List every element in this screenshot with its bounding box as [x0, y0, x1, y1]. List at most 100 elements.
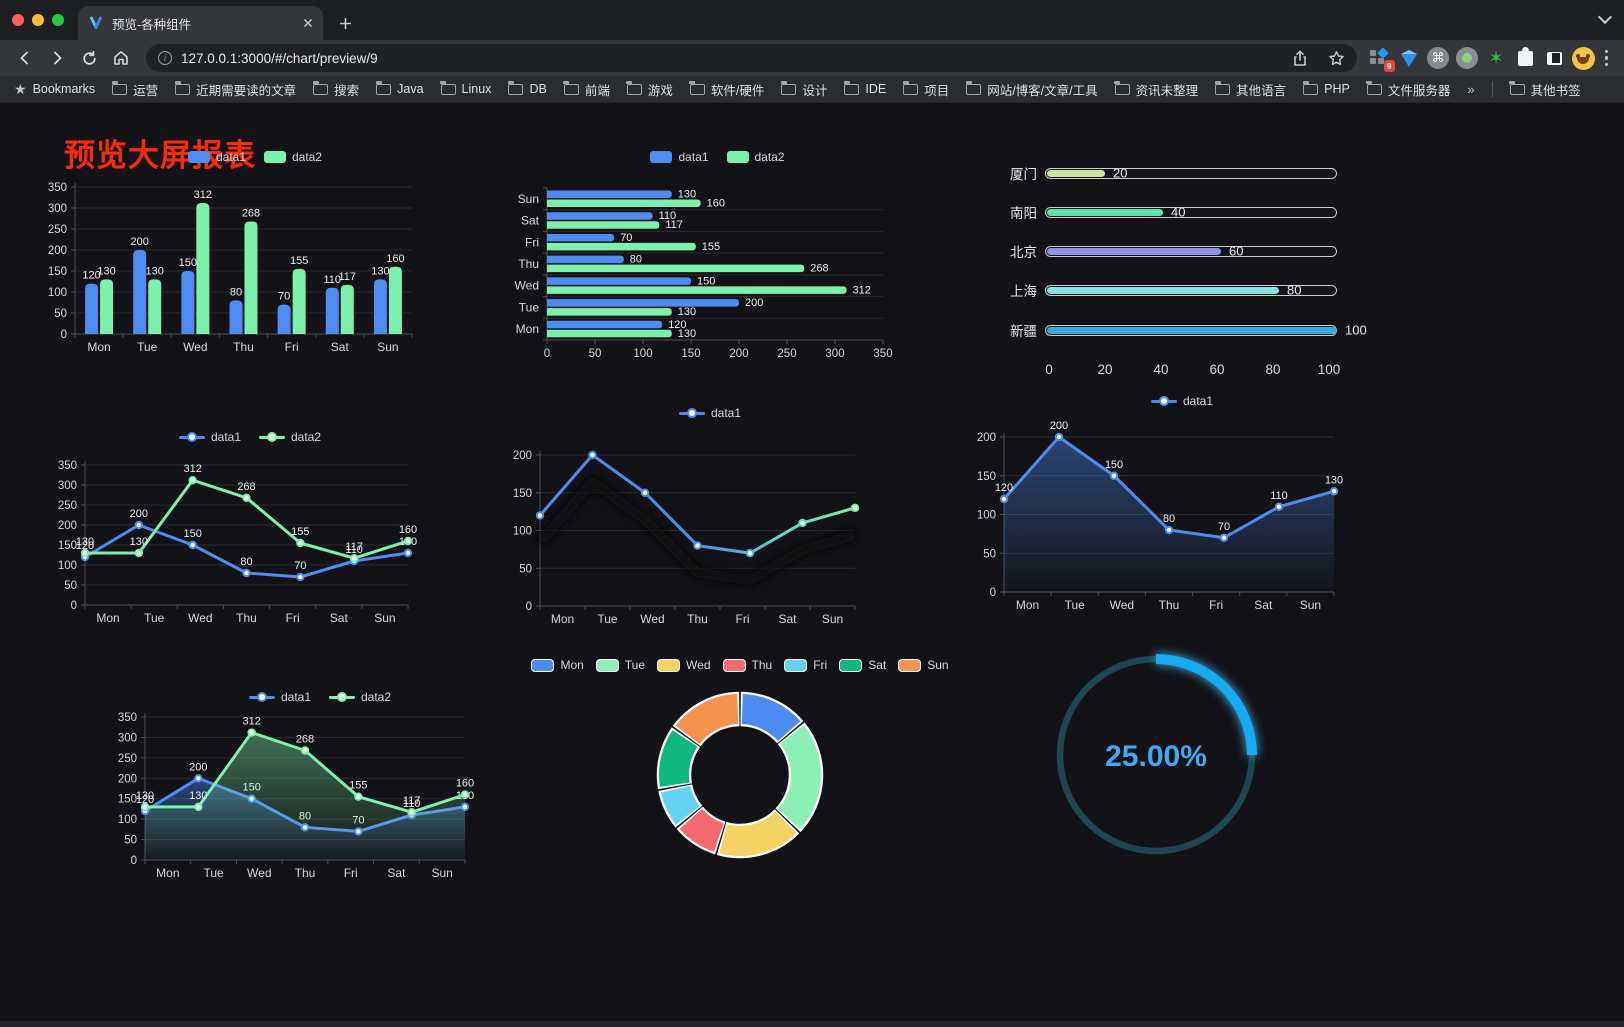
profile-avatar[interactable]	[1570, 43, 1597, 73]
two-series-area-line-chart[interactable]: data1 data2 0 50 100 150 200 250 300 350 Mon Tue We…	[100, 675, 540, 897]
bookmark-folder[interactable]: 资讯未整理	[1114, 80, 1198, 99]
two-series-line-chart[interactable]: data1 data2 0 50 100 150 200 250 300 350 Mon Tue We…	[40, 425, 460, 647]
area-line-chart[interactable]: data1 0 50 100 150 200 Mon Tue Wed Thu Fri Sat Sun 1…	[972, 385, 1392, 626]
legend-item-data1[interactable]: data1	[178, 430, 241, 444]
progress-row-北京[interactable]: 北京 60	[985, 242, 1415, 260]
progress-row-新疆[interactable]: 新疆 100	[1010, 322, 1367, 340]
bookmark-folder[interactable]: 文件服务器	[1366, 80, 1450, 99]
two-series-area-line-canvas[interactable]: 0 50 100 150 200 250 300 350 Mon Tue Wed Thu Fri Sat S…	[100, 707, 540, 892]
extension-dot-icon[interactable]	[1454, 43, 1481, 73]
url-text[interactable]: 127.0.0.1:3000/#/chart/preview/9	[181, 50, 378, 66]
other-bookmarks-folder[interactable]: 其他书签	[1509, 80, 1581, 99]
bookmark-folder[interactable]: 网站/博客/文章/工具	[965, 80, 1098, 99]
bookmarks-manager[interactable]: ★ Bookmarks	[14, 80, 96, 97]
bookmark-folder[interactable]: 运营	[111, 80, 158, 99]
svg-text:100: 100	[633, 348, 652, 360]
legend-item-Mon[interactable]: Mon	[531, 658, 584, 672]
folder-icon	[902, 80, 919, 95]
legend-item-data1[interactable]: data1	[650, 150, 709, 164]
legend-item-data1[interactable]: data1	[678, 406, 741, 420]
legend-item-Wed[interactable]: Wed	[657, 658, 711, 672]
extension-gem-icon[interactable]	[1396, 43, 1423, 73]
site-info-icon[interactable]: i	[158, 51, 172, 65]
bookmark-folder[interactable]: Linux	[440, 80, 491, 96]
back-icon[interactable]	[10, 43, 40, 73]
gradient-line-canvas[interactable]: 0 50 100 150 200 Mon Tue Wed Thu Fri Sat Sun	[505, 423, 915, 638]
share-icon[interactable]	[1286, 45, 1314, 71]
two-series-line-canvas[interactable]: 0 50 100 150 200 250 300 350 Mon Tue Wed Thu Fri Sat S…	[40, 447, 460, 642]
svg-text:150: 150	[977, 471, 996, 483]
home-icon[interactable]	[106, 43, 136, 73]
bookmark-folder[interactable]: 游戏	[626, 80, 673, 99]
bookmark-star-icon[interactable]	[1323, 45, 1351, 71]
progress-bar-chart[interactable]: 厦门 20 南阳 40 北京 60 上海 80 新疆 100 0 20 40 60 80 100	[985, 150, 1415, 390]
svg-text:Thu: Thu	[1159, 598, 1180, 612]
extension-command-icon[interactable]: ⌘	[1425, 43, 1452, 73]
svg-text:Mon: Mon	[87, 340, 110, 354]
svg-text:150: 150	[179, 257, 197, 269]
legend-item-data1[interactable]: data1	[1150, 394, 1213, 408]
tab-close-icon[interactable]	[303, 18, 313, 28]
bookmark-folder[interactable]: 其他语言	[1214, 80, 1286, 99]
legend-item-Tue[interactable]: Tue	[595, 658, 645, 672]
bookmark-folder[interactable]: 搜索	[312, 80, 359, 99]
svg-text:Tue: Tue	[137, 340, 158, 354]
svg-text:Tue: Tue	[1065, 598, 1086, 612]
bookmark-folder[interactable]: 近期需要读的文章	[174, 80, 296, 99]
minimize-window-button[interactable]	[32, 14, 44, 26]
legend-item-data2[interactable]: data2	[264, 150, 322, 164]
extension-star-icon[interactable]: ✶	[1488, 48, 1504, 68]
legend-item-Sun[interactable]: Sun	[898, 658, 949, 672]
bookmark-folder[interactable]: IDE	[843, 80, 886, 96]
legend-item-data2[interactable]: data2	[726, 150, 785, 164]
progress-row-南阳[interactable]: 南阳 40	[985, 203, 1415, 221]
legend-item-data2[interactable]: data2	[259, 430, 321, 444]
tab-search-chevron-icon[interactable]	[1600, 14, 1610, 24]
svg-text:150: 150	[697, 275, 715, 287]
reader-mode-icon[interactable]	[1541, 43, 1568, 73]
legend-item-Fri[interactable]: Fri	[784, 658, 827, 672]
bar-chart-canvas[interactable]: 0 50 100 150 200 250 300 350 Mon Tue Wed Thu Fri Sat S…	[40, 167, 470, 372]
progress-row-厦门[interactable]: 厦门 20	[985, 164, 1415, 182]
bookmark-folder[interactable]: 项目	[902, 80, 949, 99]
legend-item-data1[interactable]: data1	[248, 690, 311, 704]
bookmark-folder[interactable]: PHP	[1302, 80, 1350, 96]
bookmark-folder[interactable]: Java	[375, 80, 424, 96]
zoom-window-button[interactable]	[52, 14, 64, 26]
legend-item-data1[interactable]: data1	[187, 150, 246, 164]
gradient-line-chart[interactable]: data1 0 50 100 150 200 Mon Tue Wed Thu Fri Sat Sun	[505, 395, 915, 643]
gauge-chart[interactable]: 25.00%	[1041, 640, 1271, 870]
address-bar[interactable]: i 127.0.0.1:3000/#/chart/preview/9	[146, 44, 1357, 72]
legend-item-Sat[interactable]: Sat	[839, 658, 886, 672]
svg-text:130: 130	[136, 790, 154, 802]
grouped-bar-chart[interactable]: data1 data2 0 50 100 150 200 250 300 350 Mon Tue We…	[40, 147, 470, 377]
reload-icon[interactable]	[74, 43, 104, 73]
new-tab-button[interactable]	[331, 9, 359, 37]
bookmark-folder[interactable]: 设计	[780, 80, 827, 99]
browser-menu-icon[interactable]	[1599, 49, 1615, 67]
svg-text:200: 200	[729, 348, 748, 360]
bookmarks-overflow-chevron[interactable]: »	[1467, 81, 1475, 97]
svg-text:50: 50	[64, 580, 77, 592]
donut-chart[interactable]: Mon Tue Wed Thu Fri Sat Sun	[531, 655, 949, 875]
donut-canvas[interactable]	[640, 675, 840, 875]
legend-item-data2[interactable]: data2	[329, 690, 391, 704]
gauge-canvas[interactable]: 25.00%	[1041, 640, 1271, 870]
legend-item-Thu[interactable]: Thu	[722, 658, 772, 672]
svg-text:70: 70	[278, 291, 290, 303]
area-line-canvas[interactable]: 0 50 100 150 200 Mon Tue Wed Thu Fri Sat Sun 120 200 1…	[972, 411, 1392, 621]
forward-icon[interactable]	[42, 43, 72, 73]
bookmark-folder[interactable]: DB	[507, 80, 547, 96]
browser-tab[interactable]: 预览-各种组件	[78, 6, 323, 40]
progress-row-上海[interactable]: 上海 80	[985, 281, 1415, 299]
bookmark-folder[interactable]: 软件/硬件	[689, 80, 764, 99]
svg-text:150: 150	[513, 488, 532, 500]
horizontal-bar-chart[interactable]: data1 data2 0 50 100 150 200 250 300 350 Sun 130 16…	[505, 147, 930, 382]
bookmark-folder[interactable]: 前端	[563, 80, 610, 99]
close-window-button[interactable]	[12, 14, 24, 26]
svg-text:110: 110	[345, 544, 363, 556]
svg-text:268: 268	[810, 263, 828, 275]
extension-grid-badge-icon[interactable]: 9	[1367, 43, 1395, 73]
extensions-puzzle-icon[interactable]	[1512, 43, 1539, 73]
